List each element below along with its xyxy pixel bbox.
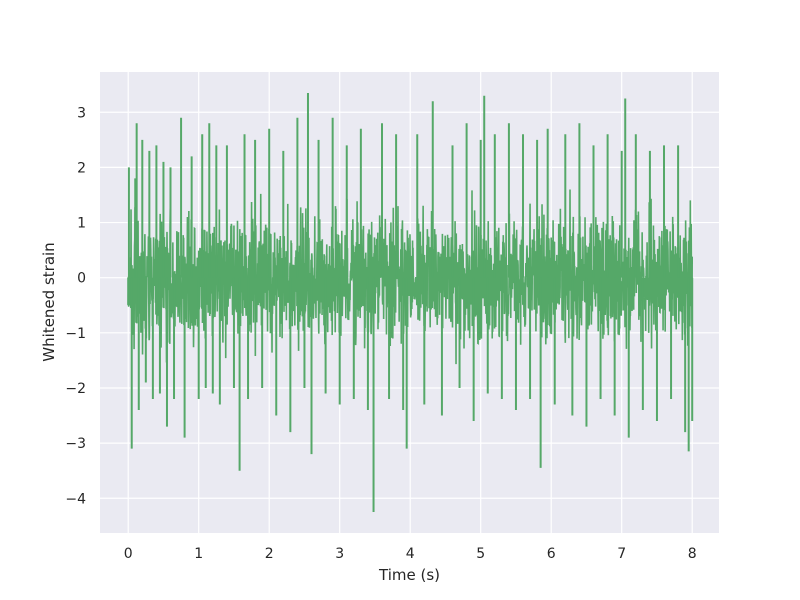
x-axis-ticks: 0 1 2 3 4 5 6 7 8 <box>124 546 697 562</box>
x-axis-label: Time (s) <box>378 566 440 584</box>
y-axis-ticks: −4 −3 −2 −1 0 1 2 3 <box>65 105 86 507</box>
x-tick-label: 1 <box>194 546 203 562</box>
y-axis-label: Whitened strain <box>40 242 58 361</box>
y-tick-label: 0 <box>77 271 86 287</box>
y-tick-label: 1 <box>77 216 86 232</box>
y-tick-label: 3 <box>77 105 86 121</box>
y-tick-label: −1 <box>65 326 86 342</box>
x-tick-label: 5 <box>476 546 485 562</box>
x-tick-label: 4 <box>406 546 415 562</box>
x-tick-label: 3 <box>335 546 344 562</box>
series-line <box>127 189 694 365</box>
y-tick-label: −3 <box>65 436 86 452</box>
x-tick-label: 6 <box>547 546 556 562</box>
x-tick-label: 0 <box>124 546 133 562</box>
y-tick-label: 2 <box>77 160 86 176</box>
y-tick-label: −4 <box>65 491 86 507</box>
series-layer <box>127 92 694 513</box>
x-tick-label: 8 <box>688 546 697 562</box>
x-tick-label: 2 <box>265 546 274 562</box>
y-tick-label: −2 <box>65 381 86 397</box>
x-tick-label: 7 <box>617 546 626 562</box>
